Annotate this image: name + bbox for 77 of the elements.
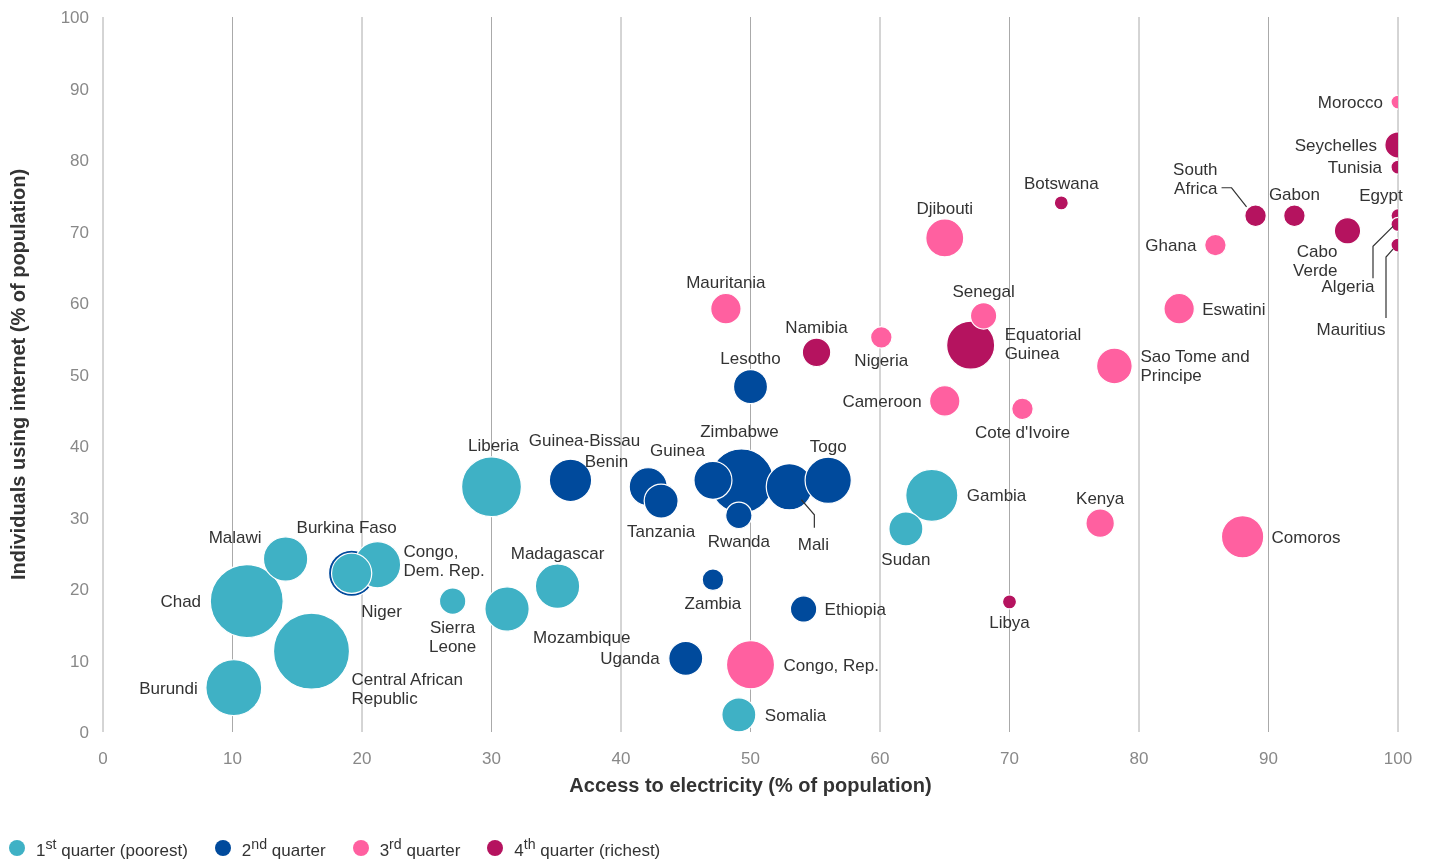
- annotation: Malawi: [208, 527, 262, 547]
- annotation: Ethiopia: [824, 599, 887, 619]
- annotation: Zambia: [684, 593, 742, 613]
- annotation: Congo, Dem. Rep.: [403, 541, 485, 580]
- x-tick-label: 0: [98, 749, 108, 769]
- annotation: Lesotho: [720, 348, 781, 368]
- annotation: Burundi: [139, 678, 198, 698]
- annotation: Gambia: [966, 485, 1027, 505]
- annotation: Egypt: [1359, 185, 1404, 205]
- annotation: Liberia: [467, 435, 520, 455]
- y-tick-label: 20: [70, 580, 89, 600]
- annotation: Nigeria: [854, 350, 909, 370]
- annotation: Sierra Leone: [429, 617, 477, 656]
- x-tick-label: 20: [352, 749, 372, 769]
- y-tick-label: 10: [70, 651, 89, 671]
- annotation: Senegal: [952, 281, 1015, 301]
- annotation: Mauritania: [686, 272, 767, 292]
- annotation: Mozambique: [533, 627, 631, 647]
- annotation: Botswana: [1023, 173, 1100, 193]
- annotation: Morocco: [1317, 92, 1383, 112]
- annotation: Comoros: [1271, 527, 1341, 547]
- y-tick-label: 30: [70, 508, 89, 528]
- x-tick-label: 40: [611, 749, 631, 769]
- x-tick-label: 50: [741, 749, 760, 769]
- annotation: Equatorial Guinea: [1004, 324, 1082, 363]
- y-tick-label: 100: [60, 8, 89, 28]
- x-tick-label: 100: [1383, 749, 1413, 769]
- legend-label: 4$^{th}$ quarter (richest): [514, 836, 661, 861]
- annotation: Central African Republic: [351, 669, 463, 708]
- annotation: Tunisia: [1327, 157, 1383, 177]
- y-tick-label: 60: [70, 294, 89, 314]
- x-tick-label: 10: [223, 749, 242, 769]
- annotation: Cote d'Ivoire: [975, 422, 1070, 442]
- annotation: Libya: [989, 612, 1031, 632]
- annotation: Guinea-Bissau: [528, 430, 641, 450]
- annotation: Chad: [160, 591, 202, 611]
- x-tick-label: 90: [1259, 749, 1278, 769]
- annotation: Benin: [584, 451, 629, 471]
- annotation: Kenya: [1076, 488, 1125, 508]
- annotation: Madagascar: [510, 543, 605, 563]
- annotation: Congo, Rep.: [783, 655, 879, 675]
- legend-label: 2$^{nd}$ quarter: [241, 836, 326, 861]
- annotation: Seychelles: [1294, 135, 1377, 155]
- annotation: Burkina Faso: [296, 517, 397, 537]
- annotation: Cameroon: [842, 391, 922, 411]
- annotation: Djibouti: [916, 198, 974, 218]
- y-tick-label: 40: [70, 437, 89, 457]
- annotation: Sao Tome and Principe: [1140, 346, 1250, 385]
- annotation: Ghana: [1145, 235, 1197, 255]
- y-tick-label: 50: [70, 365, 89, 385]
- annotation: South Africa: [1173, 159, 1219, 198]
- x-axis-title: Access to electricity (% of population): [569, 774, 932, 796]
- y-tick-label: 70: [70, 222, 89, 242]
- annotation: Mauritius: [1316, 319, 1386, 339]
- annotation: Guinea: [650, 440, 706, 460]
- x-tick-label: 70: [1000, 749, 1019, 769]
- legend-label: 3$^{rd}$ quarter: [379, 836, 461, 861]
- annotation: Somalia: [764, 705, 827, 725]
- y-tick-label: 90: [70, 79, 89, 99]
- x-tick-label: 30: [482, 749, 501, 769]
- annotation: Mali: [797, 534, 829, 554]
- annotation: Namibia: [785, 317, 849, 337]
- y-axis-title: Individuals using internet (% of population): [7, 168, 30, 581]
- annotation: Uganda: [600, 648, 661, 668]
- legend-label: 1$^{st}$ quarter (poorest): [36, 836, 188, 861]
- y-tick-label: 0: [79, 723, 89, 743]
- annotation: Zimbabwe: [700, 421, 779, 441]
- y-tick-label: 80: [70, 151, 89, 171]
- annotation: Tanzania: [627, 521, 696, 541]
- annotation: Sudan: [881, 549, 931, 569]
- annotation: Rwanda: [707, 531, 771, 551]
- annotation: Togo: [809, 436, 847, 456]
- annotation: Gabon: [1268, 184, 1320, 204]
- annotation: Niger: [361, 601, 403, 621]
- x-tick-label: 80: [1129, 749, 1149, 769]
- x-tick-label: 60: [870, 749, 890, 769]
- annotation: Eswatini: [1202, 299, 1266, 319]
